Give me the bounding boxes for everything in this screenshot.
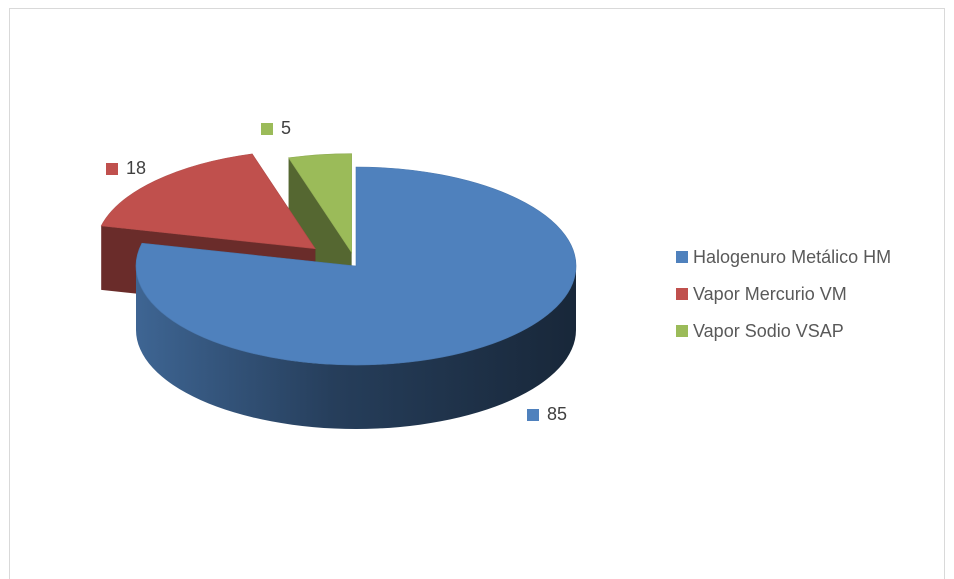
legend-swatch xyxy=(676,288,688,300)
legend: Halogenuro Metálico HM Vapor Mercurio VM… xyxy=(676,244,891,355)
data-label-halogenuro: 85 xyxy=(527,404,567,425)
legend-item-vapor-mercurio[interactable]: Vapor Mercurio VM xyxy=(676,281,891,307)
legend-item-vapor-sodio[interactable]: Vapor Sodio VSAP xyxy=(676,318,891,344)
data-label-vapor-sodio: 5 xyxy=(261,118,291,139)
legend-swatch xyxy=(676,325,688,337)
data-label-swatch xyxy=(527,408,539,421)
data-label-swatch xyxy=(106,162,118,175)
legend-swatch xyxy=(676,251,688,263)
legend-item-halogenuro[interactable]: Halogenuro Metálico HM xyxy=(676,244,891,270)
pie-slice-vapor-sodio-vsap xyxy=(288,153,352,254)
data-label-value: 5 xyxy=(281,118,292,138)
pie-slice-halogenuro-metalico-hm xyxy=(135,166,577,366)
pie-slice-vapor-mercurio-vm xyxy=(100,153,316,250)
data-label-value: 18 xyxy=(126,158,147,178)
data-label-vapor-mercurio: 18 xyxy=(106,158,146,179)
legend-label: Halogenuro Metálico HM xyxy=(693,246,892,267)
legend-label: Vapor Mercurio VM xyxy=(693,283,847,304)
legend-label: Vapor Sodio VSAP xyxy=(693,320,844,341)
pie-slice-wall-halogenuro-metalico-hm xyxy=(136,266,576,429)
data-label-value: 85 xyxy=(547,404,568,424)
data-label-swatch xyxy=(261,122,273,135)
